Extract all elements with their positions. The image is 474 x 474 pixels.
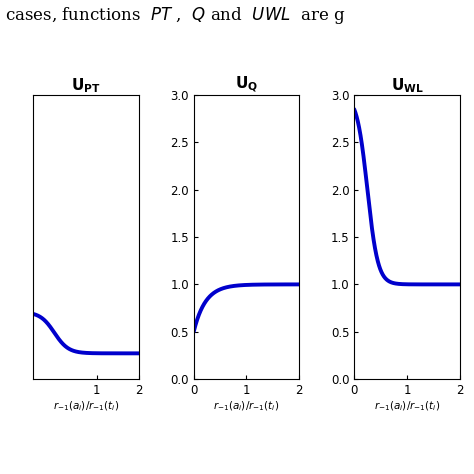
X-axis label: $r_{-1}(a_i)/r_{-1}(t_i)$: $r_{-1}(a_i)/r_{-1}(t_i)$	[53, 400, 119, 413]
Title: $\mathbf{U_{Q}}$: $\mathbf{U_{Q}}$	[235, 74, 258, 95]
Title: $\mathbf{U_{PT}}$: $\mathbf{U_{PT}}$	[71, 76, 101, 95]
X-axis label: $r_{-1}(a_i)/r_{-1}(t_i)$: $r_{-1}(a_i)/r_{-1}(t_i)$	[213, 400, 280, 413]
Title: $\mathbf{U_{WL}}$: $\mathbf{U_{WL}}$	[391, 76, 423, 95]
X-axis label: $r_{-1}(a_i)/r_{-1}(t_i)$: $r_{-1}(a_i)/r_{-1}(t_i)$	[374, 400, 440, 413]
Text: cases, functions  $PT$ ,  $Q$ and  $UWL$  are g: cases, functions $PT$ , $Q$ and $UWL$ ar…	[5, 5, 345, 26]
